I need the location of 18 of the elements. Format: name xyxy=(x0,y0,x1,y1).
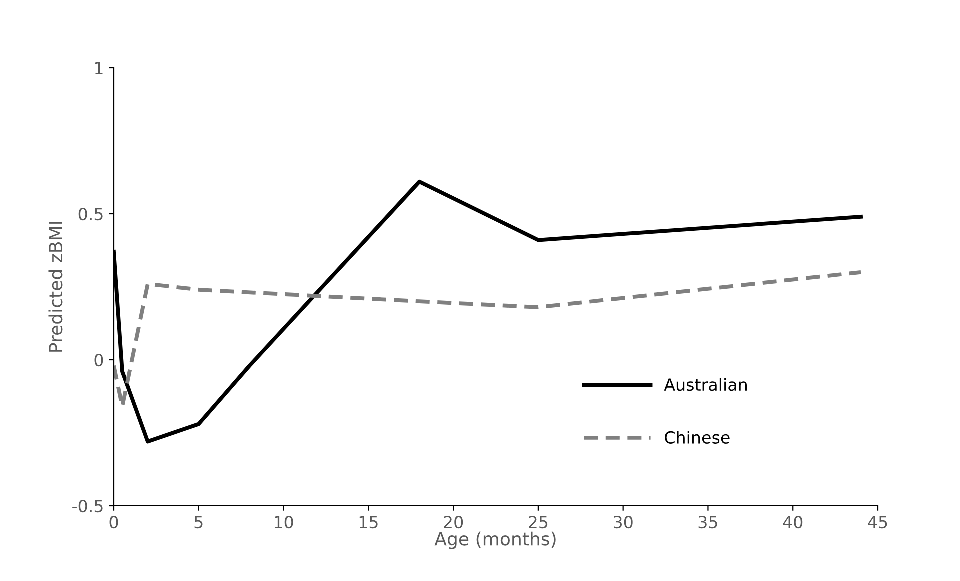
x-tick-label: 40 xyxy=(783,516,803,529)
y-axis-title: Predicted zBMI xyxy=(48,222,63,352)
x-tick-label: 30 xyxy=(614,516,633,529)
x-tick-label: 35 xyxy=(698,516,718,529)
x-tick-label: 20 xyxy=(444,516,464,529)
x-tick-label: 15 xyxy=(360,516,378,529)
x-tick-label: 45 xyxy=(868,516,888,529)
x-axis-title: Age (months) xyxy=(434,532,556,550)
x-tick-label: 5 xyxy=(194,516,203,529)
y-tick-label: -0.5 xyxy=(72,500,103,513)
x-tick-label: 10 xyxy=(275,516,294,529)
x-tick-label: 25 xyxy=(529,516,548,529)
y-tick-label: 0.5 xyxy=(78,208,103,221)
legend-label: Chinese xyxy=(665,431,730,444)
legend-label: Australian xyxy=(664,378,747,392)
y-tick-label: 0 xyxy=(94,354,104,367)
x-tick-label: 0 xyxy=(110,516,118,529)
y-tick-label: 1 xyxy=(96,62,103,74)
